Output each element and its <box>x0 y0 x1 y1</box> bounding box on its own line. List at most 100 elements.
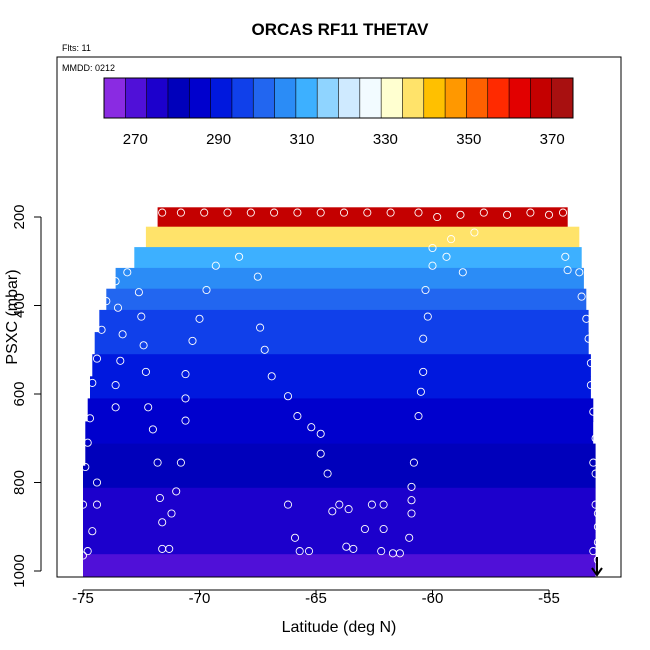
flight-point <box>433 212 442 222</box>
flight-point <box>256 323 265 332</box>
y-tick-label: 800 <box>11 470 28 495</box>
flight-point <box>419 334 428 343</box>
flight-point <box>118 330 127 339</box>
heat-band <box>83 465 596 489</box>
flight-point <box>111 381 120 390</box>
flight-point <box>139 341 148 350</box>
flight-point <box>111 403 120 412</box>
flight-point <box>78 551 88 560</box>
flight-point <box>416 387 425 396</box>
flight-point <box>111 277 120 286</box>
heat-band <box>106 288 587 311</box>
flight-point <box>349 544 358 553</box>
flight-point <box>442 252 451 261</box>
flight-point <box>593 522 602 531</box>
heat-band <box>83 509 596 533</box>
flight-point <box>200 208 209 217</box>
flight-point <box>409 458 418 467</box>
heat-band <box>85 443 596 467</box>
flight-point <box>586 358 595 368</box>
flight-point <box>181 394 190 403</box>
flight-point <box>141 367 150 376</box>
flight-point <box>307 423 316 432</box>
flight-point <box>456 210 465 219</box>
flight-point <box>158 518 167 527</box>
colorbar-swatch <box>381 78 403 118</box>
colorbar-swatch <box>253 78 275 118</box>
colorbar-swatch <box>551 78 574 118</box>
flight-point <box>591 500 600 509</box>
flight-point <box>176 458 185 467</box>
flight-point <box>253 272 262 281</box>
flight-point <box>202 285 211 295</box>
flight-point <box>155 493 164 503</box>
heat-band <box>92 354 591 377</box>
heat-band <box>115 267 584 290</box>
y-tick-label: 1000 <box>11 554 28 587</box>
flight-point <box>260 345 269 354</box>
flight-track-points <box>71 208 602 564</box>
colorbar-border <box>103 77 574 119</box>
heat-band <box>83 487 596 511</box>
flight-point <box>92 500 102 509</box>
colorbar-swatch <box>359 78 382 118</box>
flight-point <box>92 478 102 487</box>
flight-point <box>78 500 88 509</box>
flight-point <box>503 210 512 219</box>
flight-point <box>582 314 591 323</box>
heat-band <box>145 226 580 248</box>
flight-point <box>479 208 488 217</box>
colorbar-swatch <box>445 78 467 118</box>
flight-point <box>102 297 111 306</box>
colorbar-swatch <box>402 78 425 118</box>
colorbar-tick-label: 370 <box>540 131 565 148</box>
colorbar-swatch <box>167 78 190 118</box>
colorbar-tick-label: 290 <box>206 131 231 148</box>
x-tick-label: -55 <box>538 590 560 607</box>
flight-point <box>377 547 386 556</box>
flight-point <box>544 210 554 219</box>
flight-point <box>589 407 598 416</box>
flight-point <box>589 547 598 556</box>
flight-point <box>148 425 157 434</box>
flight-point <box>176 208 185 217</box>
flight-point <box>172 487 181 496</box>
heat-band <box>94 332 589 355</box>
heat-band <box>134 247 582 269</box>
colorbar-swatch <box>210 78 233 118</box>
flight-point <box>386 208 395 217</box>
y-tick-label: 600 <box>11 381 28 406</box>
flight-point <box>81 462 90 472</box>
colorbar-swatch <box>487 78 510 118</box>
flight-point <box>561 252 570 261</box>
flight-point <box>335 500 344 509</box>
flight-point <box>316 449 325 458</box>
heatmap-layer <box>83 207 596 577</box>
flight-point <box>407 509 416 518</box>
colorbar-swatch <box>466 78 489 118</box>
flight-point <box>577 292 586 301</box>
heat-band <box>85 421 594 444</box>
flight-point <box>379 500 388 509</box>
flight-point <box>293 412 302 421</box>
flight-point <box>407 496 416 505</box>
heat-band <box>157 207 568 228</box>
axes: -75 -70 -65 -60 -55 200 400 600 800 1000 <box>11 204 560 607</box>
colorbar-tick-label: 350 <box>456 131 481 148</box>
flight-point <box>158 208 167 217</box>
flight-point <box>123 268 132 277</box>
flight-point <box>360 524 369 534</box>
colorbar-tick-label: 270 <box>123 131 148 148</box>
flight-point <box>470 228 479 237</box>
flight-point <box>246 208 255 217</box>
plot-frame <box>56 56 622 578</box>
colorbar-swatch <box>231 78 254 118</box>
flight-point <box>153 458 162 467</box>
colorbar: 270 290 310 330 350 370 <box>103 77 574 148</box>
heat-band <box>83 554 596 577</box>
arrow-marker <box>591 557 603 577</box>
flight-point <box>290 533 300 542</box>
flight-point <box>134 288 143 297</box>
flight-point <box>339 208 349 217</box>
x-tick-label: -60 <box>422 590 444 607</box>
